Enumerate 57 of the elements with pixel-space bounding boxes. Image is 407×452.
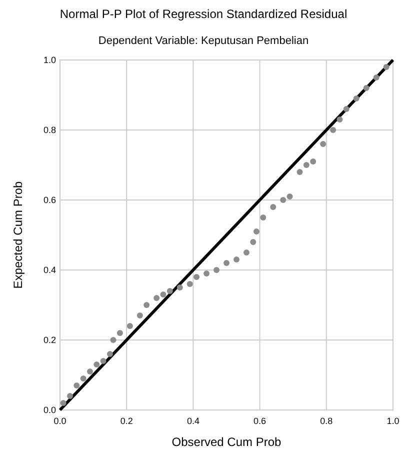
point (280, 197, 286, 203)
y-tick-label: 0.6 (43, 195, 56, 205)
point (136, 312, 143, 318)
point (60, 400, 66, 406)
point (224, 260, 230, 266)
x-axis-title: Observed Cum Prob (172, 435, 282, 449)
point (260, 214, 266, 220)
point (154, 295, 160, 301)
point (80, 376, 86, 382)
point (373, 74, 380, 80)
chart-subtitle: Dependent Variable: Keputusan Pembelian (98, 35, 309, 47)
point (176, 284, 183, 290)
point (106, 351, 113, 357)
point (144, 302, 150, 308)
point (110, 337, 116, 343)
point (250, 239, 256, 245)
point (303, 162, 310, 168)
point (286, 194, 293, 200)
point (320, 141, 326, 147)
x-tick-label: 0.2 (120, 416, 133, 426)
point (363, 85, 370, 91)
point (86, 368, 93, 374)
y-axis-title: Expected Cum Prob (11, 180, 25, 289)
point (233, 256, 240, 262)
point (270, 204, 276, 210)
x-tick-label: 0.6 (254, 416, 266, 426)
point (166, 288, 173, 294)
point (94, 362, 100, 368)
x-tick-label: 1.0 (386, 416, 400, 426)
point (194, 274, 200, 280)
y-tick-label: 0.8 (43, 125, 56, 135)
y-tick-label: 1.0 (43, 55, 56, 65)
point (330, 127, 336, 133)
point (204, 270, 210, 276)
x-tick-label: 0.0 (54, 416, 66, 426)
point (100, 358, 106, 364)
point (336, 116, 343, 122)
y-tick-label: 0.0 (43, 405, 56, 415)
point (160, 292, 166, 298)
point (296, 169, 303, 175)
point (74, 382, 80, 388)
point (186, 281, 193, 287)
x-tick-label: 0.4 (186, 416, 200, 426)
point (243, 250, 250, 256)
y-tick-label: 0.4 (43, 265, 56, 275)
point (383, 64, 390, 70)
y-tick-label: 0.2 (43, 335, 56, 345)
point (66, 393, 73, 399)
point (116, 330, 123, 336)
point (214, 267, 220, 273)
point (253, 228, 260, 234)
point (343, 106, 350, 112)
point (126, 323, 133, 329)
x-tick-label: 0.8 (320, 416, 333, 426)
chart-title: Normal P-P Plot of Regression Standardized Residual (60, 7, 348, 21)
point (353, 96, 360, 102)
point (310, 158, 316, 164)
